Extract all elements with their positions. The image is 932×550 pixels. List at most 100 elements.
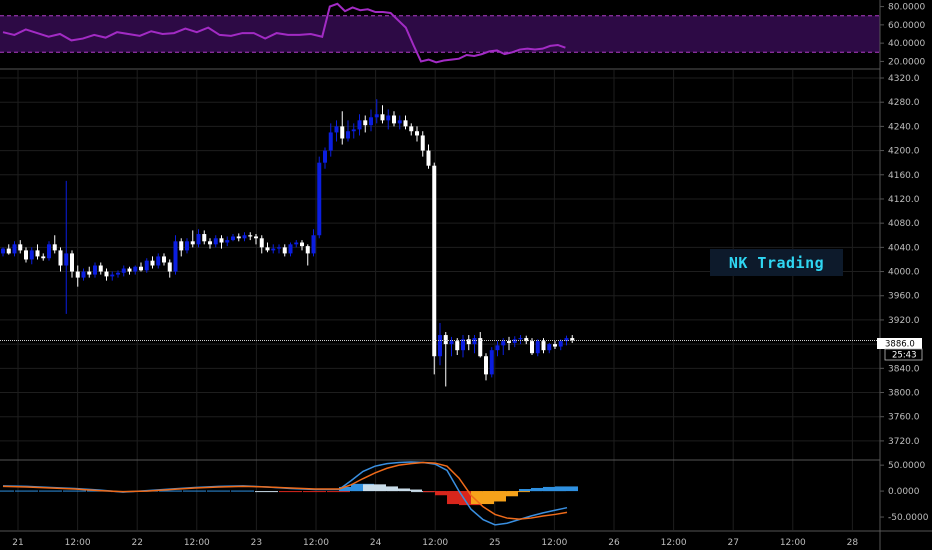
candle <box>87 266 92 278</box>
candle <box>231 234 235 242</box>
candle <box>156 253 161 269</box>
macd-hist-bar <box>375 486 398 492</box>
rsi-panel[interactable]: 80.0000 60.0000 40.0000 20.0000 <box>0 3 925 68</box>
macd-hist-bar <box>183 490 206 492</box>
candle <box>426 144 431 169</box>
candle <box>35 244 40 260</box>
candle <box>93 262 97 278</box>
candle <box>208 238 212 249</box>
price-tick-label: 4200.0 <box>888 147 920 157</box>
candle <box>294 240 299 248</box>
candle <box>484 353 488 381</box>
time-tick-label: 21 <box>12 538 23 548</box>
price-tick-label: 3960.0 <box>888 292 920 302</box>
candle <box>133 265 138 275</box>
macd-hist-bar <box>39 490 62 492</box>
candle <box>248 232 253 241</box>
price-panel[interactable]: 4320.0 4280.0 4240.0 4200.0 4160.0 4120.0 4080… <box>0 74 920 447</box>
candle <box>369 109 373 132</box>
candle <box>144 258 149 273</box>
rsi-tick-label: 60.0000 <box>888 21 925 31</box>
candle <box>409 123 414 136</box>
candle <box>541 338 546 354</box>
candle <box>110 271 115 281</box>
candle <box>346 120 350 142</box>
candle <box>311 229 316 257</box>
time-tick-label: 27 <box>727 538 738 548</box>
macd-hist-bar <box>435 491 458 496</box>
candle <box>466 335 471 351</box>
price-tick-label: 4280.0 <box>888 98 920 108</box>
candle <box>202 230 207 245</box>
candle <box>213 235 218 248</box>
price-grid <box>0 77 880 442</box>
time-axis: 21 12:00 22 12:00 23 12:00 24 12:00 25 12:00 26 12:… <box>12 538 858 548</box>
candle <box>58 247 63 272</box>
time-tick-label: 12:00 <box>65 538 91 548</box>
candle <box>438 322 442 366</box>
price-tick-label: 4120.0 <box>888 195 920 205</box>
candle <box>512 336 517 348</box>
candle <box>127 266 132 275</box>
time-tick-label: 12:00 <box>303 538 329 548</box>
macd-hist-bar <box>231 490 254 492</box>
time-tick-label: 23 <box>251 538 262 548</box>
candle <box>501 338 506 356</box>
price-axis: 4320.0 4280.0 4240.0 4200.0 4160.0 4120.0 4080… <box>880 74 920 447</box>
candle <box>259 235 264 254</box>
macd-hist-bar <box>507 491 530 493</box>
macd-hist-bar <box>255 491 278 493</box>
macd-hist-bar <box>339 486 362 492</box>
macd-hist-bar <box>423 491 446 493</box>
macd-panel[interactable]: 50.0000 0.0000 -50.0000 <box>0 461 929 526</box>
countdown-badge: 25:43 <box>884 348 923 361</box>
candlestick-series <box>1 99 575 387</box>
macd-hist-bar <box>15 490 38 492</box>
price-tick-label: 4320.0 <box>888 74 920 84</box>
candle <box>300 240 304 251</box>
candle <box>18 240 23 254</box>
candle <box>225 236 230 247</box>
candle <box>98 262 103 275</box>
candle <box>317 156 322 239</box>
candle <box>75 265 80 287</box>
candle <box>162 253 166 266</box>
candle <box>397 115 402 130</box>
candle <box>374 99 379 124</box>
candle <box>386 109 391 130</box>
candle <box>328 123 333 157</box>
price-tick-label: 3840.0 <box>888 364 920 374</box>
candle <box>24 247 28 263</box>
macd-histogram <box>0 483 578 506</box>
candle <box>52 235 57 254</box>
time-tick-label: 12:00 <box>661 538 687 548</box>
candle <box>242 232 247 242</box>
price-tick-label: 4040.0 <box>888 243 920 253</box>
candle <box>507 336 511 351</box>
candle <box>351 123 356 139</box>
candle <box>196 229 201 248</box>
macd-hist-bar <box>519 489 542 492</box>
candle <box>64 180 69 314</box>
signal-line <box>2 461 568 520</box>
macd-hist-bar <box>531 487 554 492</box>
candle <box>1 247 5 257</box>
macd-hist-bar <box>0 490 14 492</box>
macd-hist-bar <box>555 486 578 492</box>
time-tick-label: 28 <box>847 538 859 548</box>
candle <box>489 347 494 378</box>
candle <box>340 111 345 145</box>
candle <box>570 335 575 343</box>
candle <box>472 335 477 354</box>
candle <box>173 235 178 275</box>
watermark-text: NK Trading <box>728 253 825 272</box>
candle <box>265 242 270 253</box>
candle <box>47 241 51 261</box>
macd-hist-bar <box>387 488 410 492</box>
watermark: NK Trading <box>710 249 843 276</box>
macd-tick-label: 0.0000 <box>888 487 920 497</box>
macd-hist-bar <box>303 491 326 493</box>
time-tick-label: 25 <box>489 538 500 548</box>
